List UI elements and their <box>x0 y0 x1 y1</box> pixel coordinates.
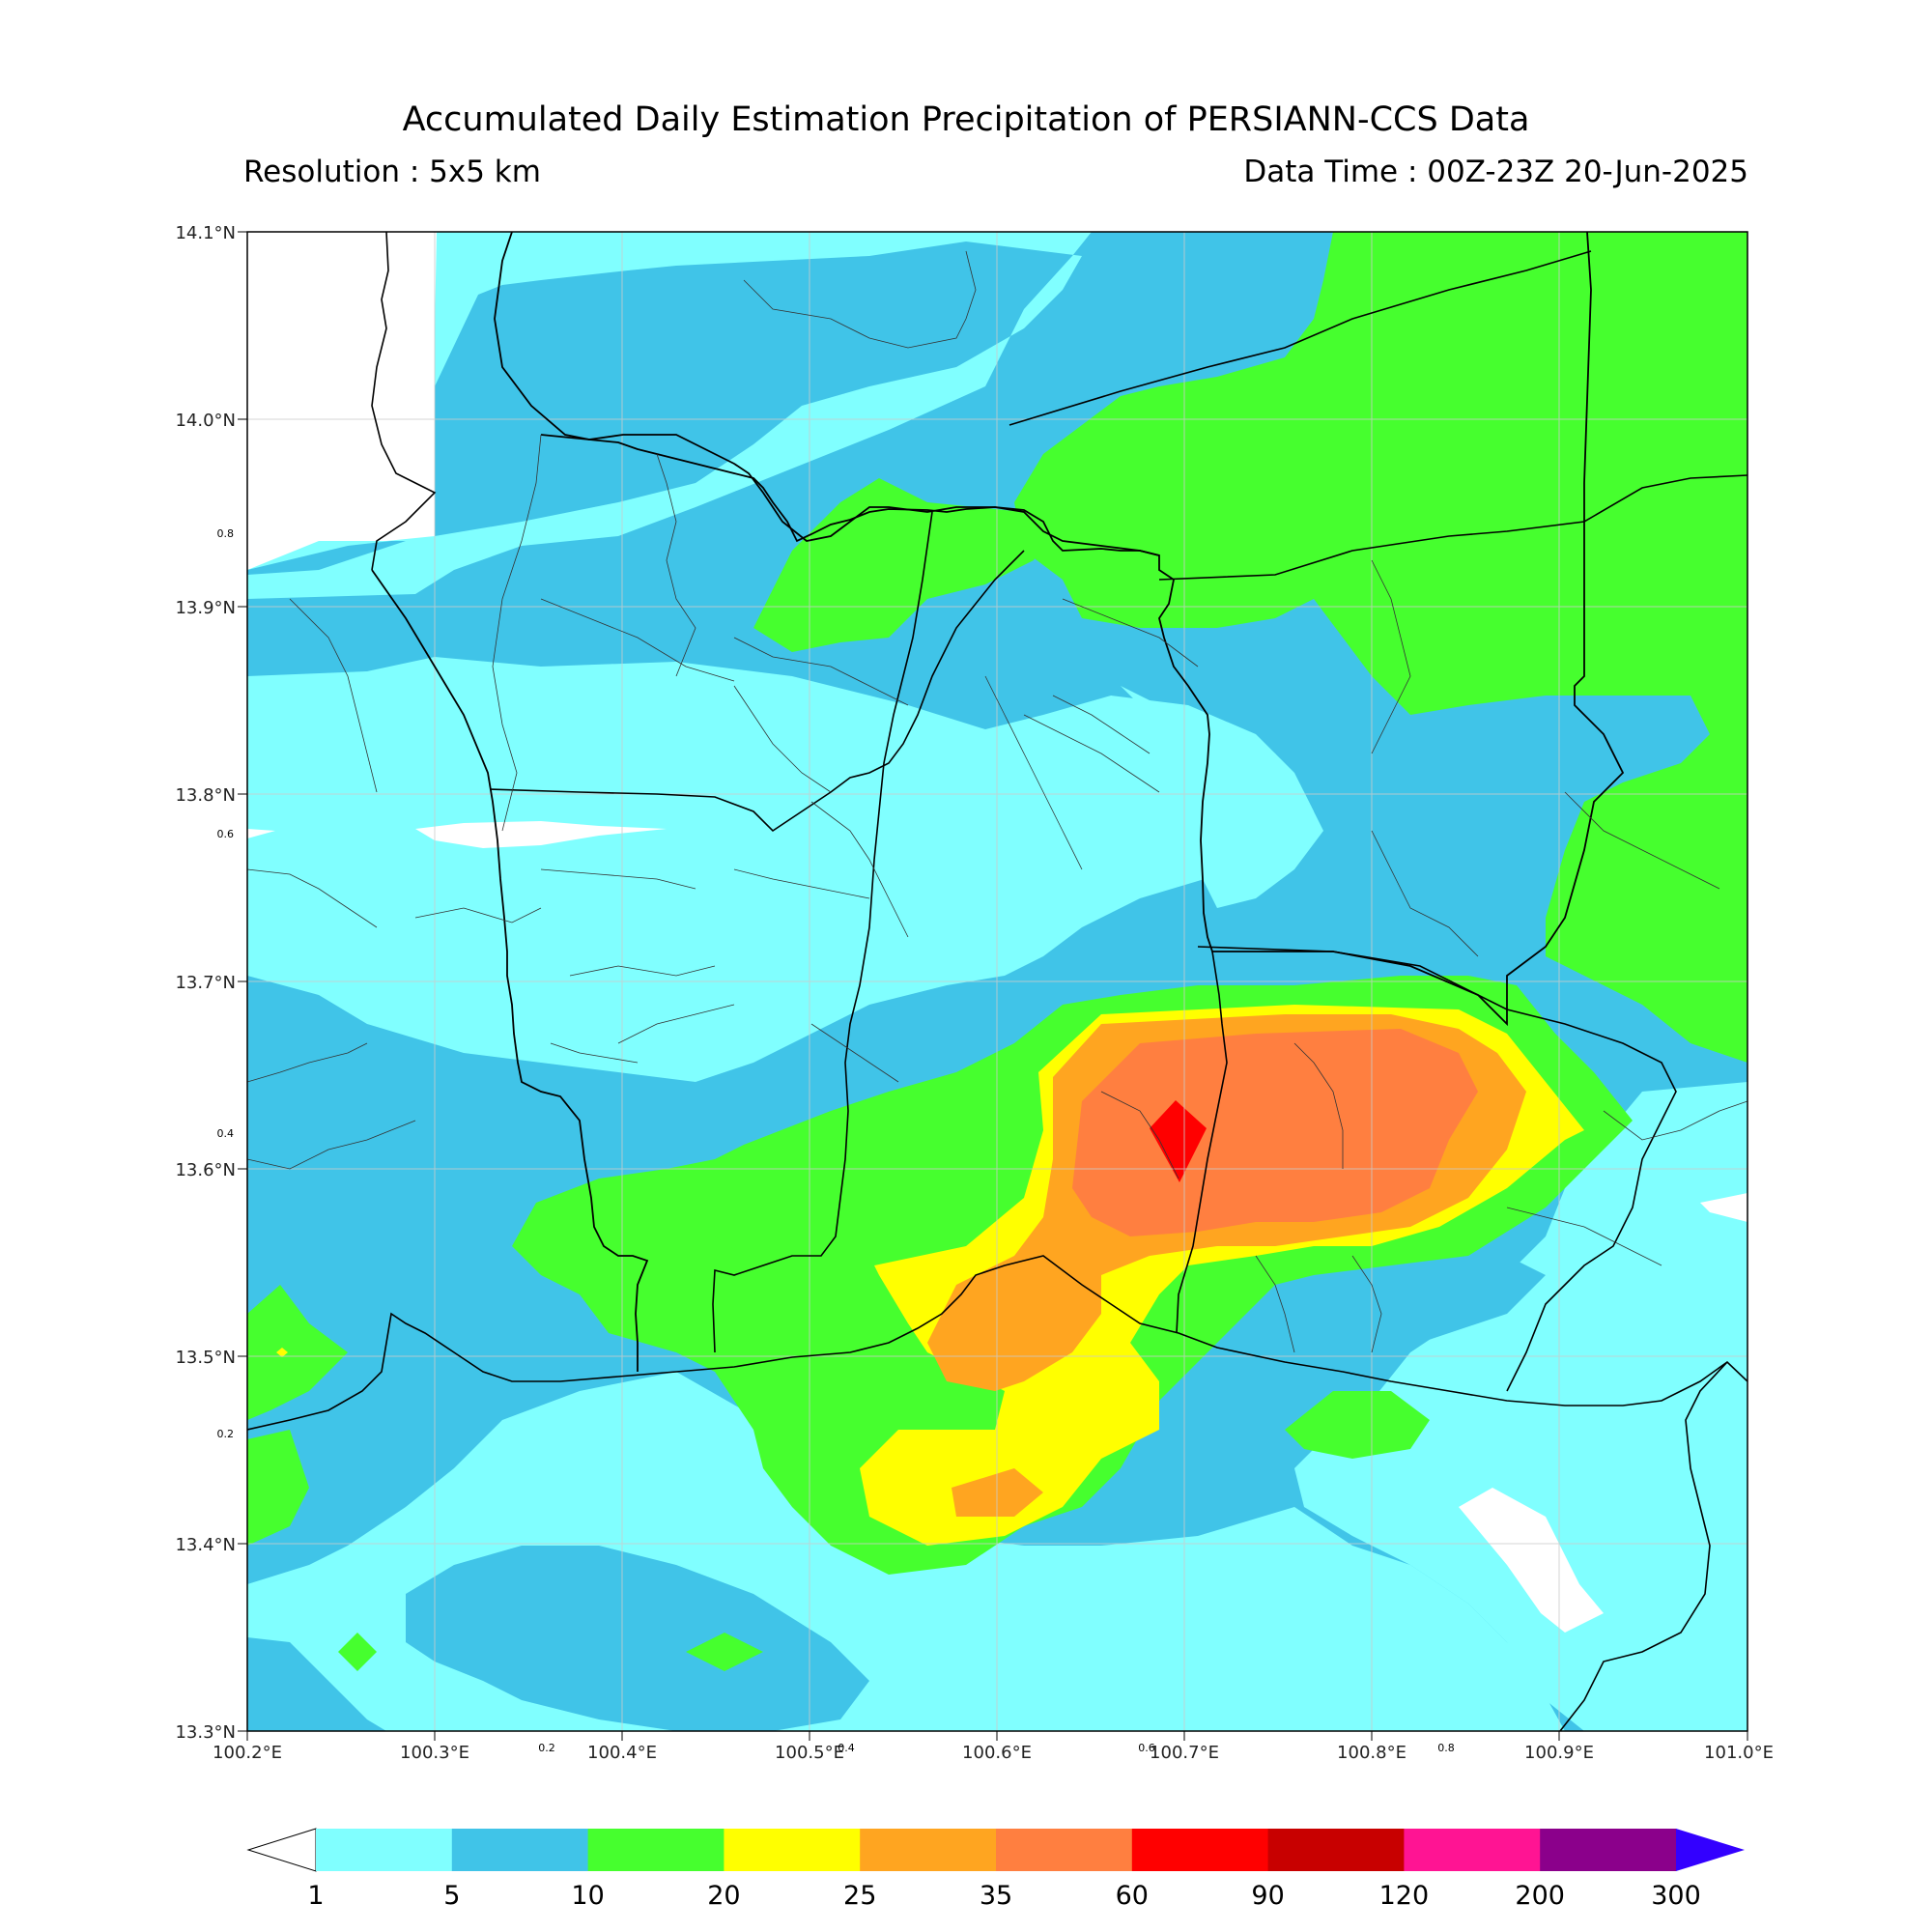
map-gridlines <box>247 232 1747 1731</box>
bottom-frac-label: 0.4 <box>838 1742 855 1754</box>
bottom-frac-label: 0.2 <box>538 1742 555 1754</box>
field-below-1-west-edge <box>247 829 275 838</box>
field-20-25-sw-spot <box>276 1348 288 1357</box>
field-5-10-sw-corner <box>247 1637 386 1731</box>
boundary-coastline-south <box>247 1255 1747 1431</box>
boundary-vertical-central <box>712 511 933 1353</box>
field-5-10-se-wedge <box>1333 1246 1546 1352</box>
left-frac-label: 0.4 <box>217 1127 235 1140</box>
left-frac-label: 0.6 <box>217 828 235 840</box>
field-below-1-southeast <box>1459 1488 1604 1633</box>
field-5-10-south-band <box>406 1546 869 1731</box>
field-10-20-sw-bottom <box>247 1430 309 1546</box>
lon-label-100-6: 100.6°E <box>962 1743 1032 1763</box>
lat-label-13-8: 13.8°N <box>175 785 236 806</box>
colorbar-tick-label: 90 <box>1251 1881 1284 1911</box>
boundary-central-north <box>540 434 1160 556</box>
latitude-labels: 14.1°N 14.0°N 13.9°N 13.8°N 13.7°N 13.6°… <box>175 223 236 1743</box>
colorbar-swatch <box>1540 1829 1677 1871</box>
colorbar-tick-label: 10 <box>571 1881 604 1911</box>
field-below-1-west-streak <box>415 821 667 848</box>
lat-label-13-3: 13.3°N <box>175 1722 236 1743</box>
admin-boundaries <box>247 232 1747 1731</box>
field-35-60-main <box>1072 1029 1478 1236</box>
colorbar-tick-label: 300 <box>1651 1881 1701 1911</box>
lat-label-14-0: 14.0°N <box>175 411 236 431</box>
lon-label-100-3: 100.3°E <box>400 1743 469 1763</box>
lon-label-100-4: 100.4°E <box>587 1743 657 1763</box>
colorbar-under-arrow <box>246 1828 317 1872</box>
longitude-labels: 100.2°E 100.3°E 100.4°E 100.5°E 100.6°E … <box>213 1743 1774 1763</box>
colorbar-tick-label: 35 <box>980 1881 1012 1911</box>
field-10-20-tiny <box>338 1633 377 1671</box>
colorbar-swatch <box>724 1829 861 1871</box>
boundary-west-coast-river <box>371 232 437 571</box>
lat-label-13-7: 13.7°N <box>175 973 236 993</box>
boundary-provinces <box>494 232 1625 1027</box>
colorbar-swatch <box>860 1829 997 1871</box>
colorbar-tick-label: 120 <box>1379 1881 1430 1911</box>
field-10-20-small-south <box>686 1633 763 1671</box>
lon-label-100-5: 100.5°E <box>775 1743 844 1763</box>
field-10-20-east-spot <box>1285 1391 1430 1459</box>
colorbar-swatch <box>1267 1829 1405 1871</box>
data-time-label: Data Time : 00Z-23Z 20-Jun-2025 <box>1243 155 1748 189</box>
boundary-northeast-diagonal <box>1009 250 1592 426</box>
lat-label-13-4: 13.4°N <box>175 1535 236 1555</box>
lat-label-14-1: 14.1°N <box>175 223 236 243</box>
left-frac-label: 0.2 <box>217 1428 235 1440</box>
resolution-label: Resolution : 5x5 km <box>243 155 541 189</box>
colorbar-swatch <box>587 1829 724 1871</box>
bottom-frac-label: 0.6 <box>1138 1742 1155 1754</box>
colorbar-swatch <box>1131 1829 1269 1871</box>
lat-label-13-5: 13.5°N <box>175 1348 236 1368</box>
lat-label-13-9: 13.9°N <box>175 598 236 618</box>
boundary-bkk-nonthaburi <box>489 550 1025 833</box>
colorbar-over-arrow <box>1676 1829 1745 1871</box>
colorbar-tick-label: 20 <box>707 1881 740 1911</box>
left-frac-label: 0.8 <box>217 527 235 540</box>
colorbar-swatch <box>451 1829 589 1871</box>
field-1-5-northeast-strip <box>1121 686 1323 908</box>
secondary-left-labels: 0.8 0.6 0.4 0.2 <box>217 527 235 1440</box>
colorbar-tick-label: 200 <box>1515 1881 1565 1911</box>
field-10-20-northeast <box>1014 232 1747 1063</box>
colorbar-tick-label: 60 <box>1116 1881 1149 1911</box>
chart-title: Accumulated Daily Estimation Precipitati… <box>402 100 1530 139</box>
field-10-20-mid-north <box>753 478 1053 652</box>
colorbar-tick-label: 1 <box>307 1881 324 1911</box>
boundary-pathum-line <box>1197 946 1677 1392</box>
field-below-1-east <box>1700 1193 1747 1222</box>
colorbar-swatch <box>996 1829 1133 1871</box>
field-10-20-mid-west <box>705 1179 831 1265</box>
colorbar: 1 5 10 20 25 35 60 90 120 200 300 <box>246 1828 1745 1911</box>
axis-ticks <box>238 231 1748 1741</box>
field-10-20-southwest <box>247 1285 348 1420</box>
colorbar-tick-label: 5 <box>443 1881 460 1911</box>
colorbar-swatch <box>1404 1829 1541 1871</box>
boundary-east-horizontal <box>1158 474 1747 581</box>
field-1-5-southeast <box>1294 1082 1747 1731</box>
boundary-east-line <box>1176 951 1228 1334</box>
field-60-90-core <box>1150 1100 1207 1182</box>
secondary-bottom-labels: 0.2 0.4 0.6 0.8 <box>538 1742 1455 1754</box>
boundary-coastline-east <box>1559 1361 1728 1731</box>
colorbar-tick-label: 25 <box>843 1881 876 1911</box>
lon-label-100-8: 100.8°E <box>1337 1743 1406 1763</box>
colorbar-swatch <box>316 1829 453 1871</box>
lon-label-100-9: 100.9°E <box>1524 1743 1594 1763</box>
lat-label-13-6: 13.6°N <box>175 1160 236 1180</box>
district-lines <box>247 250 1747 1353</box>
lon-label-100-7: 100.7°E <box>1150 1743 1219 1763</box>
lon-label-101-0: 101.0°E <box>1704 1743 1774 1763</box>
lon-label-100-2: 100.2°E <box>213 1743 282 1763</box>
boundary-bangkok-west <box>371 569 649 1372</box>
bottom-frac-label: 0.8 <box>1437 1742 1455 1754</box>
field-below-1-nw <box>247 232 437 570</box>
